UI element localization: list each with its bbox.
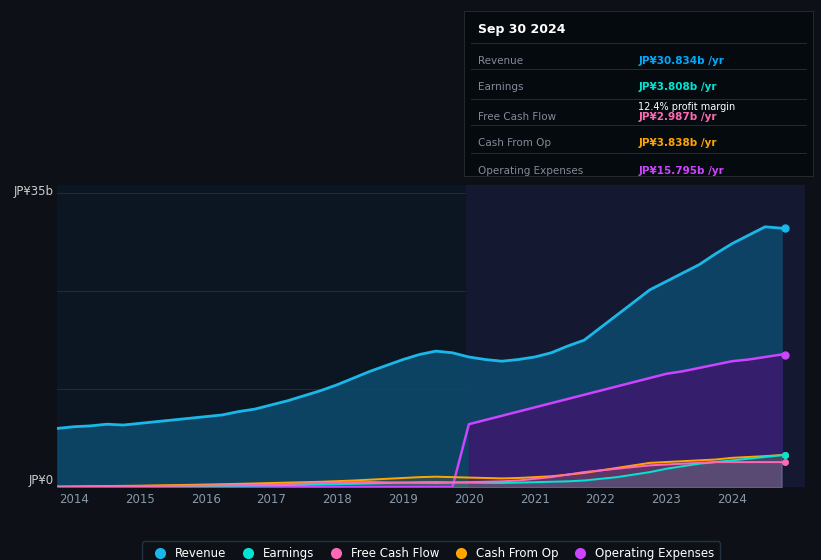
- Text: JP¥3.808b /yr: JP¥3.808b /yr: [639, 82, 717, 92]
- Text: Cash From Op: Cash From Op: [478, 138, 551, 148]
- Text: Free Cash Flow: Free Cash Flow: [478, 112, 556, 122]
- Text: Sep 30 2024: Sep 30 2024: [478, 23, 566, 36]
- Text: JP¥30.834b /yr: JP¥30.834b /yr: [639, 56, 724, 66]
- Text: JP¥35b: JP¥35b: [14, 185, 53, 198]
- Text: JP¥0: JP¥0: [29, 474, 53, 487]
- Legend: Revenue, Earnings, Free Cash Flow, Cash From Op, Operating Expenses: Revenue, Earnings, Free Cash Flow, Cash …: [142, 542, 720, 560]
- Text: JP¥2.987b /yr: JP¥2.987b /yr: [639, 112, 717, 122]
- Text: JP¥3.838b /yr: JP¥3.838b /yr: [639, 138, 717, 148]
- Bar: [466, 185, 805, 487]
- Text: 12.4% profit margin: 12.4% profit margin: [639, 102, 736, 112]
- Text: Earnings: Earnings: [478, 82, 523, 92]
- Text: Operating Expenses: Operating Expenses: [478, 166, 583, 176]
- Text: Revenue: Revenue: [478, 56, 523, 66]
- Text: JP¥15.795b /yr: JP¥15.795b /yr: [639, 166, 724, 176]
